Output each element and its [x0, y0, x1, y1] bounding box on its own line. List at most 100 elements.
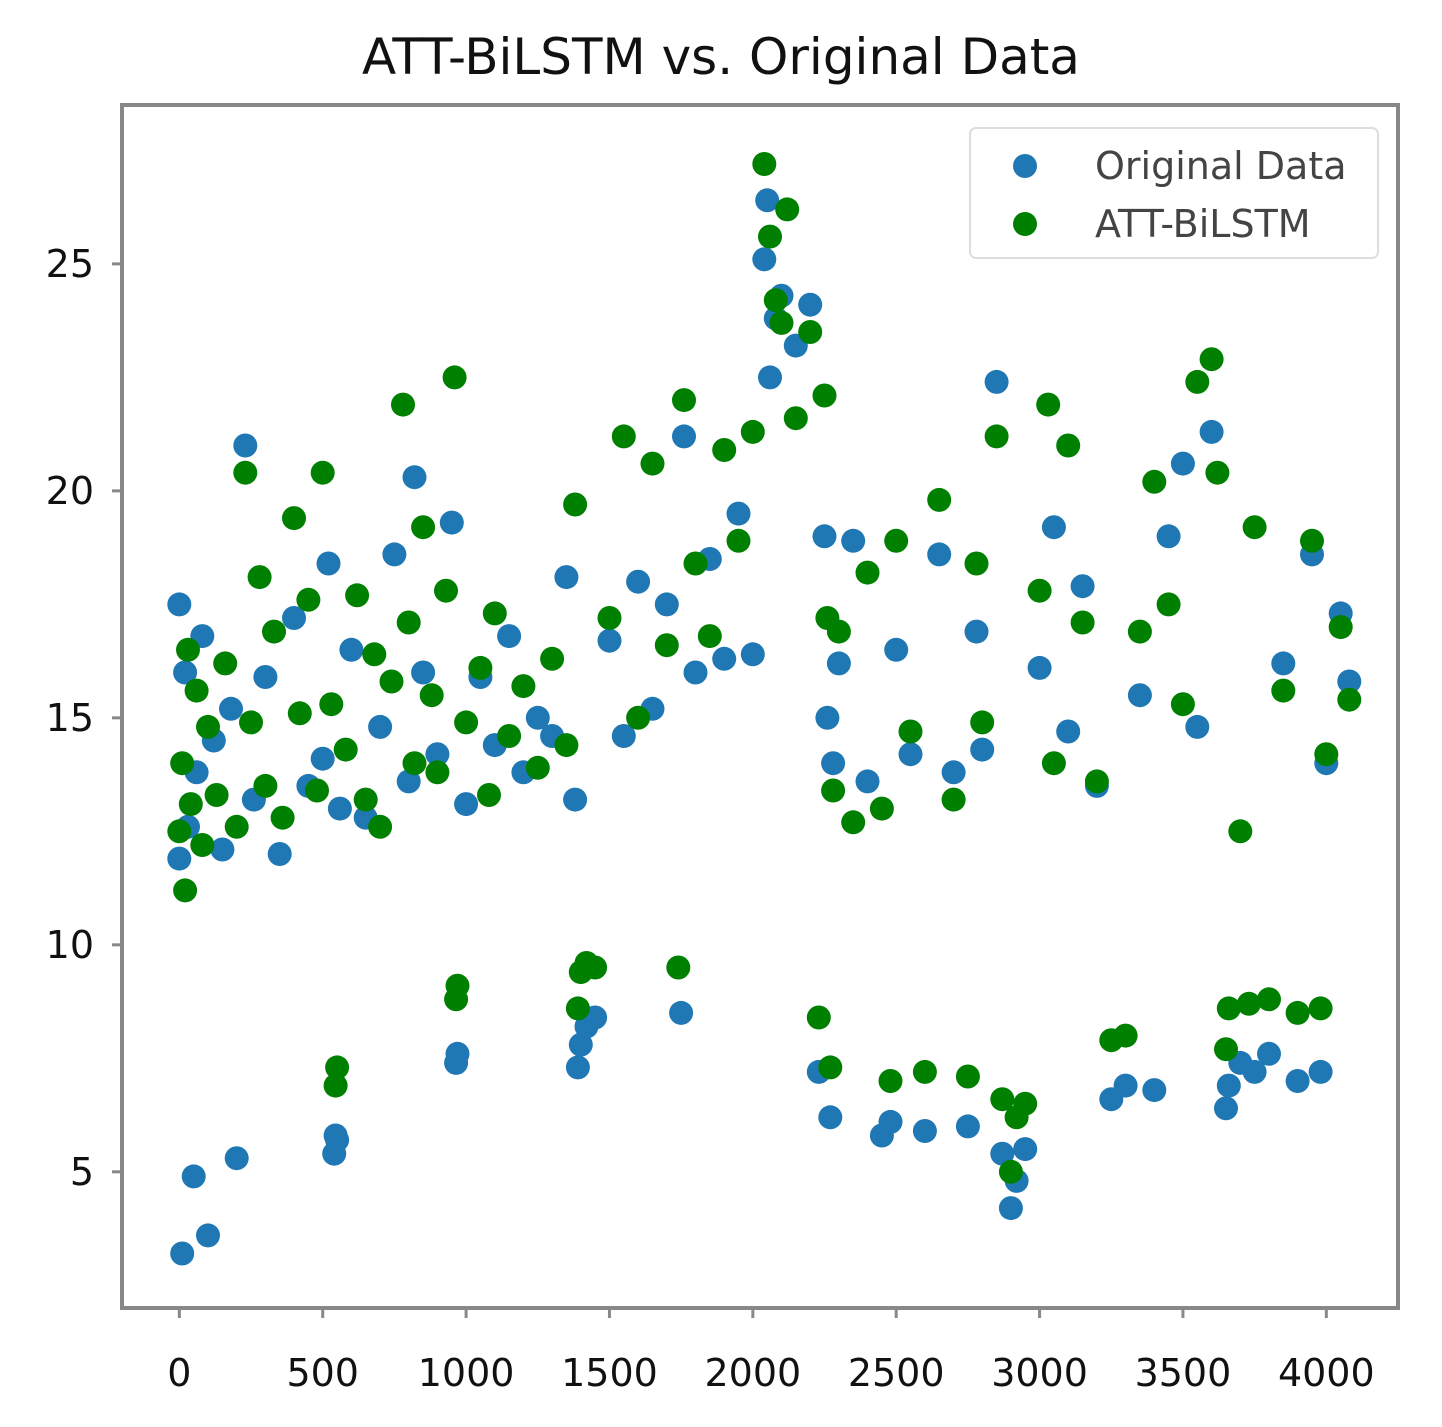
data-point: [1216, 1073, 1241, 1098]
data-point: [497, 724, 522, 748]
data-point: [654, 592, 679, 617]
data-point: [1185, 714, 1210, 739]
x-tick-label: 1000: [418, 1351, 515, 1395]
data-point: [333, 737, 358, 762]
data-point: [445, 973, 470, 998]
data-point: [402, 751, 427, 776]
data-point: [869, 796, 894, 821]
data-point: [812, 383, 837, 408]
data-point: [1242, 515, 1267, 540]
data-point: [884, 528, 909, 553]
data-point: [611, 724, 636, 748]
data-point: [323, 1073, 348, 1098]
data-point: [1337, 669, 1362, 694]
data-point: [411, 515, 436, 540]
y-tick-label: 5: [70, 1150, 94, 1194]
legend-box: [969, 127, 1379, 259]
data-point: [454, 792, 479, 817]
data-point: [563, 787, 588, 812]
data-point: [402, 465, 427, 490]
data-point: [878, 1069, 903, 1093]
data-point: [941, 787, 966, 812]
data-point: [666, 955, 691, 980]
data-point: [740, 642, 765, 667]
data-point: [233, 433, 258, 458]
data-point: [310, 746, 335, 771]
data-point: [672, 424, 696, 449]
data-point: [1228, 819, 1253, 844]
data-point: [1156, 592, 1181, 617]
data-point: [672, 388, 696, 413]
data-point: [998, 1196, 1023, 1221]
data-point: [1257, 1041, 1281, 1066]
data-point: [984, 369, 1009, 394]
data-point: [755, 188, 780, 213]
data-point: [821, 751, 846, 776]
data-point: [798, 320, 823, 344]
data-points-layer: [167, 152, 1362, 1266]
data-point: [296, 587, 321, 612]
data-point: [468, 655, 493, 680]
y-axis: 5 10 15 20 25: [46, 242, 122, 1194]
data-point: [1056, 719, 1081, 744]
data-point: [752, 247, 777, 272]
data-point: [270, 805, 295, 830]
data-point: [210, 837, 235, 862]
data-point: [253, 665, 278, 689]
data-point: [511, 674, 536, 699]
data-point: [683, 660, 708, 685]
data-point: [167, 592, 192, 617]
data-point: [990, 1087, 1015, 1112]
data-point: [170, 751, 195, 776]
data-point: [1271, 678, 1296, 703]
data-point: [379, 669, 404, 694]
data-point: [368, 814, 393, 839]
data-point: [565, 996, 590, 1021]
data-point: [1113, 1023, 1138, 1048]
data-point: [1337, 687, 1362, 712]
data-point: [1199, 419, 1224, 444]
data-point: [173, 660, 198, 685]
data-point: [984, 424, 1009, 449]
data-point: [970, 710, 995, 735]
data-point: [898, 742, 923, 767]
data-point: [697, 624, 722, 649]
data-point: [1070, 574, 1095, 599]
data-point: [353, 787, 378, 812]
data-point: [726, 501, 751, 526]
data-point: [497, 624, 522, 649]
data-point: [1328, 615, 1353, 640]
data-point: [1300, 528, 1324, 553]
data-point: [1170, 692, 1195, 717]
data-point: [1314, 742, 1339, 767]
data-point: [955, 1064, 980, 1089]
data-point: [927, 487, 952, 512]
data-point: [821, 778, 846, 803]
data-point: [1257, 987, 1281, 1012]
x-tick-label: 2500: [848, 1351, 945, 1395]
data-point: [826, 651, 851, 676]
data-point: [442, 365, 467, 390]
data-point: [477, 783, 501, 807]
data-point: [1185, 369, 1210, 394]
data-point: [1308, 1059, 1333, 1084]
data-point: [419, 683, 444, 708]
data-point: [319, 692, 344, 717]
data-point: [411, 660, 436, 685]
data-point: [316, 551, 341, 576]
data-point: [1013, 1091, 1038, 1116]
data-point: [287, 701, 312, 726]
data-point: [339, 637, 364, 662]
data-point: [583, 955, 608, 980]
data-point: [1216, 996, 1241, 1021]
data-point: [247, 565, 272, 590]
data-point: [597, 606, 622, 630]
y-tick-label: 10: [46, 923, 94, 967]
data-point: [912, 1059, 937, 1084]
data-point: [1308, 996, 1333, 1021]
data-point: [167, 846, 192, 871]
data-point: [190, 833, 215, 857]
series-2: [167, 152, 1362, 1184]
data-point: [806, 1005, 831, 1030]
data-point: [1127, 619, 1152, 644]
